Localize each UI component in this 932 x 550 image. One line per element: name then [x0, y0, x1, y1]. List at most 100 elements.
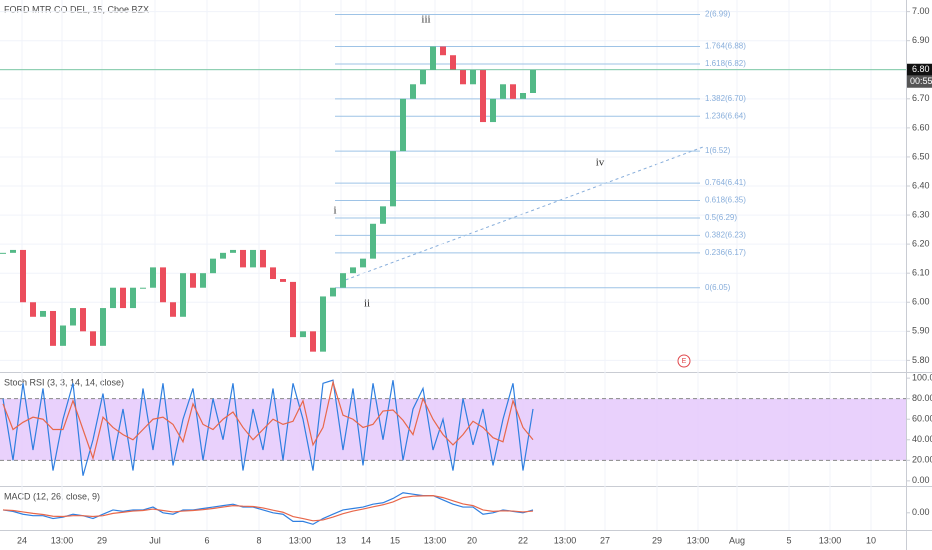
- candle: [130, 287, 136, 309]
- candle: [110, 287, 116, 309]
- y-tick-label: 0.00: [912, 507, 930, 517]
- fib-label: 1(6.52): [705, 146, 731, 155]
- candle: [250, 249, 256, 268]
- x-tick-label: 13:00: [554, 535, 577, 545]
- candle: [280, 279, 286, 282]
- candle: [30, 302, 36, 317]
- candle: [190, 273, 196, 288]
- trend-line: [339, 146, 704, 283]
- y-tick-label: 40.00: [912, 434, 932, 444]
- line: [2, 494, 534, 522]
- fib-label: 2(6.99): [705, 10, 731, 19]
- candle: [360, 258, 366, 268]
- y-tick-label: 6.10: [912, 268, 930, 278]
- candle: [370, 223, 376, 259]
- earnings-label: E: [682, 358, 687, 365]
- x-tick-label: 13:00: [819, 535, 842, 545]
- fib-label: 0(6.05): [705, 283, 731, 292]
- x-tick-label: 13:00: [51, 535, 74, 545]
- candle: [290, 281, 296, 338]
- candle: [430, 46, 436, 70]
- fib-label: 1.382(6.70): [705, 94, 746, 103]
- candle: [100, 308, 106, 346]
- x-tick-label: 13:00: [289, 535, 312, 545]
- candle: [510, 84, 516, 99]
- fib-label: 0.5(6.29): [705, 213, 737, 222]
- countdown: 00:55: [910, 76, 932, 86]
- indicator-title: MACD (12, 26, close, 9): [4, 491, 100, 501]
- y-tick-label: 20.00: [912, 455, 932, 465]
- fib-label: 1.764(6.88): [705, 42, 746, 51]
- price-box: [907, 63, 932, 76]
- candle: [10, 249, 16, 253]
- earnings-marker: [677, 354, 691, 368]
- candle: [230, 249, 236, 253]
- y-tick-label: 7.00: [912, 6, 930, 16]
- candle: [520, 93, 526, 99]
- fib-label: 0.618(6.35): [705, 196, 746, 205]
- chart-title: FORD MTR CO DEL, 15, Cboe BZX: [4, 4, 149, 14]
- wave-label: iv: [596, 157, 605, 169]
- candle: [140, 287, 146, 289]
- price-label: 6.80: [912, 64, 930, 74]
- x-tick-label: 20: [467, 535, 477, 545]
- y-tick-label: 5.80: [912, 355, 930, 365]
- candle: [420, 69, 426, 85]
- y-tick-label: 6.50: [912, 151, 930, 161]
- x-tick-label: 6: [204, 535, 209, 545]
- candle: [400, 98, 406, 152]
- candle: [240, 249, 246, 268]
- candle: [310, 331, 316, 352]
- y-tick-label: 6.90: [912, 35, 930, 45]
- candle: [40, 310, 46, 317]
- y-tick-label: 100.00: [912, 373, 932, 383]
- candle: [330, 287, 336, 297]
- candle: [500, 84, 506, 99]
- candle: [220, 252, 226, 259]
- x-tick-label: 5: [786, 535, 791, 545]
- y-tick-label: 6.20: [912, 239, 930, 249]
- x-tick-label: 13: [336, 535, 346, 545]
- x-tick-label: 13:00: [424, 535, 447, 545]
- fib-label: 0.382(6.23): [705, 231, 746, 240]
- x-tick-label: 29: [97, 535, 107, 545]
- indicator-title: Stoch RSI (3, 3, 14, 14, close): [4, 377, 124, 387]
- candle: [350, 267, 356, 274]
- y-tick-label: 6.70: [912, 93, 930, 103]
- y-tick-label: 6.30: [912, 209, 930, 219]
- y-tick-label: 60.00: [912, 414, 932, 424]
- fib-label: 1.236(6.64): [705, 111, 746, 120]
- x-tick-label: Aug: [729, 535, 745, 545]
- fib-label: 1.618(6.82): [705, 59, 746, 68]
- x-tick-label: 13:00: [687, 535, 710, 545]
- candle: [20, 249, 26, 303]
- candle: [410, 84, 416, 99]
- candle: [440, 46, 446, 56]
- fib-label: 0.236(6.17): [705, 248, 746, 257]
- line: [2, 492, 534, 525]
- x-tick-label: 15: [390, 535, 400, 545]
- band: [0, 398, 906, 461]
- y-tick-label: 6.00: [912, 297, 930, 307]
- candle: [380, 206, 386, 224]
- candle: [530, 69, 536, 93]
- candle: [480, 69, 486, 123]
- x-tick-label: 27: [600, 535, 610, 545]
- wave-label: ii: [364, 298, 370, 310]
- candle: [50, 310, 56, 346]
- countdown-box: [907, 75, 932, 88]
- x-tick-label: 29: [652, 535, 662, 545]
- candle: [60, 325, 66, 346]
- candle: [210, 258, 216, 274]
- candle: [90, 331, 96, 346]
- candle: [450, 55, 456, 70]
- x-tick-label: 10: [866, 535, 876, 545]
- line: [2, 379, 534, 476]
- candle: [120, 287, 126, 309]
- y-tick-label: 80.00: [912, 393, 932, 403]
- candle: [0, 252, 6, 254]
- x-tick-label: 14: [361, 535, 371, 545]
- line: [2, 379, 534, 461]
- y-tick-label: 0.00: [912, 475, 930, 485]
